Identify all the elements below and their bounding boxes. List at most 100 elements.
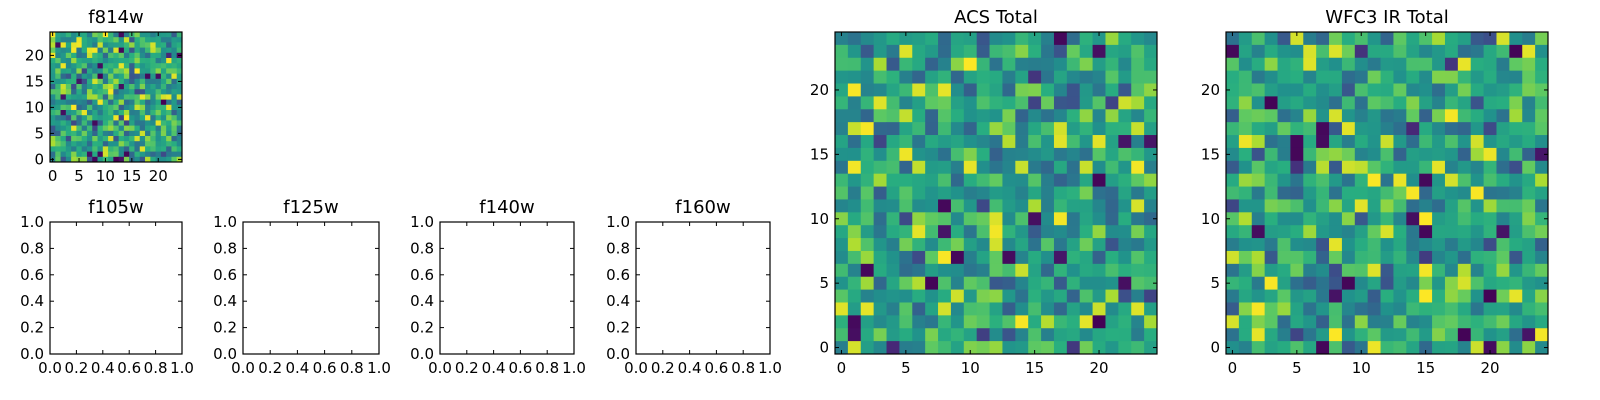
heatmap-cell	[1015, 122, 1029, 136]
x-tick-label: 1.0	[367, 359, 391, 377]
heatmap-cell	[60, 110, 67, 116]
heatmap-cell	[1053, 44, 1068, 59]
heatmap-cell	[1041, 289, 1055, 303]
heatmap-cell	[938, 238, 952, 252]
heatmap-cell	[65, 47, 72, 54]
heatmap-cell	[1066, 44, 1081, 59]
heatmap-cell	[1118, 212, 1132, 226]
heatmap-cell	[1329, 328, 1343, 342]
heatmap-cell	[1419, 225, 1433, 239]
heatmap-cell	[847, 44, 862, 59]
heatmap-cell	[1457, 199, 1472, 213]
heatmap-cell	[1367, 328, 1381, 342]
heatmap-cell	[86, 84, 93, 90]
heatmap-cell	[1419, 109, 1433, 123]
heatmap-cell	[108, 47, 114, 54]
heatmap-cell	[873, 160, 887, 175]
heatmap-cell	[886, 70, 900, 84]
heatmap-cell	[166, 146, 172, 152]
heatmap-cell	[1470, 186, 1484, 200]
heatmap-cell	[1066, 276, 1081, 290]
heatmap-cell	[1028, 263, 1042, 278]
heatmap-cell	[1535, 83, 1549, 97]
heatmap-cell	[1226, 199, 1240, 213]
heatmap-cell	[1367, 263, 1381, 278]
heatmap-cell	[60, 58, 67, 64]
heatmap-cell	[176, 151, 183, 158]
heatmap-cell	[118, 42, 125, 48]
heatmap-cell	[1053, 186, 1068, 200]
heatmap-cell	[1264, 212, 1278, 226]
heatmap-cell	[1432, 289, 1446, 303]
heatmap-cell	[1251, 147, 1266, 162]
heatmap-cell	[65, 136, 72, 142]
heatmap-cell	[1251, 315, 1266, 329]
heatmap-cell	[86, 89, 93, 95]
heatmap-cell	[1470, 83, 1484, 97]
heatmap-cell	[873, 212, 887, 226]
heatmap-cell	[912, 96, 926, 110]
heatmap-cell	[134, 52, 141, 59]
heatmap-cell	[950, 238, 965, 252]
heatmap-cell	[1509, 57, 1523, 72]
heatmap-cell	[166, 130, 172, 137]
heatmap-cell	[1118, 186, 1132, 200]
heatmap-cell	[1079, 70, 1093, 84]
heatmap-cell	[71, 84, 77, 90]
heatmap-cell	[123, 52, 130, 59]
heatmap-cell	[860, 122, 875, 136]
heatmap-cell	[134, 141, 141, 147]
heatmap-cell	[1380, 70, 1394, 84]
heatmap-cell	[1251, 83, 1266, 97]
heatmap-cell	[1316, 212, 1330, 226]
heatmap-cell	[1028, 122, 1042, 136]
heatmap-cell	[963, 122, 978, 136]
heatmap-cell	[886, 135, 900, 149]
heatmap-cell	[835, 70, 849, 84]
heatmap-cell	[1131, 173, 1145, 187]
heatmap-cell	[81, 73, 88, 80]
heatmap-cell	[963, 199, 978, 213]
heatmap-cell	[950, 83, 965, 97]
heatmap-cell	[1144, 276, 1158, 290]
heatmap-cell	[1290, 186, 1304, 200]
heatmap-cell	[1105, 315, 1119, 329]
heatmap-cell	[171, 151, 178, 158]
heatmap-cell	[134, 156, 141, 163]
heatmap-cell	[1470, 32, 1484, 46]
heatmap-cell	[92, 110, 98, 116]
heatmap-cell	[166, 141, 172, 147]
heatmap-cell	[1290, 32, 1304, 46]
heatmap-cell	[1264, 109, 1278, 123]
heatmap-cell	[1002, 212, 1016, 226]
heatmap-cell	[1316, 225, 1330, 239]
heatmap-cell	[1066, 315, 1081, 329]
heatmap-cell	[155, 63, 162, 69]
heatmap-cell	[50, 84, 56, 90]
heatmap-cell	[1444, 173, 1459, 187]
heatmap-cell	[1238, 341, 1253, 355]
heatmap-cell	[1144, 147, 1158, 162]
heatmap-cell	[976, 212, 990, 226]
heatmap-cell	[102, 110, 109, 116]
heatmap-cell	[1015, 315, 1029, 329]
x-tick-label: 20	[149, 167, 168, 185]
heatmap-cell	[1041, 70, 1055, 84]
heatmap-cell	[1341, 122, 1356, 136]
heatmap-cell	[166, 73, 172, 80]
heatmap-cell	[123, 94, 130, 100]
heatmap-cell	[1380, 186, 1394, 200]
heatmap-cell	[989, 238, 1003, 252]
heatmap-cell	[113, 84, 120, 90]
heatmap-cell	[166, 125, 172, 132]
heatmap-cell	[1092, 289, 1106, 303]
heatmap-cell	[86, 94, 93, 100]
heatmap-cell	[145, 68, 151, 74]
heatmap-cell	[166, 47, 172, 54]
heatmap-cell	[1432, 328, 1446, 342]
heatmap-cell	[1041, 263, 1055, 278]
heatmap-cell	[134, 94, 141, 100]
heatmap-cell	[1419, 302, 1433, 316]
x-tick-label: 0.8	[731, 359, 755, 377]
heatmap-cell	[1226, 238, 1240, 252]
